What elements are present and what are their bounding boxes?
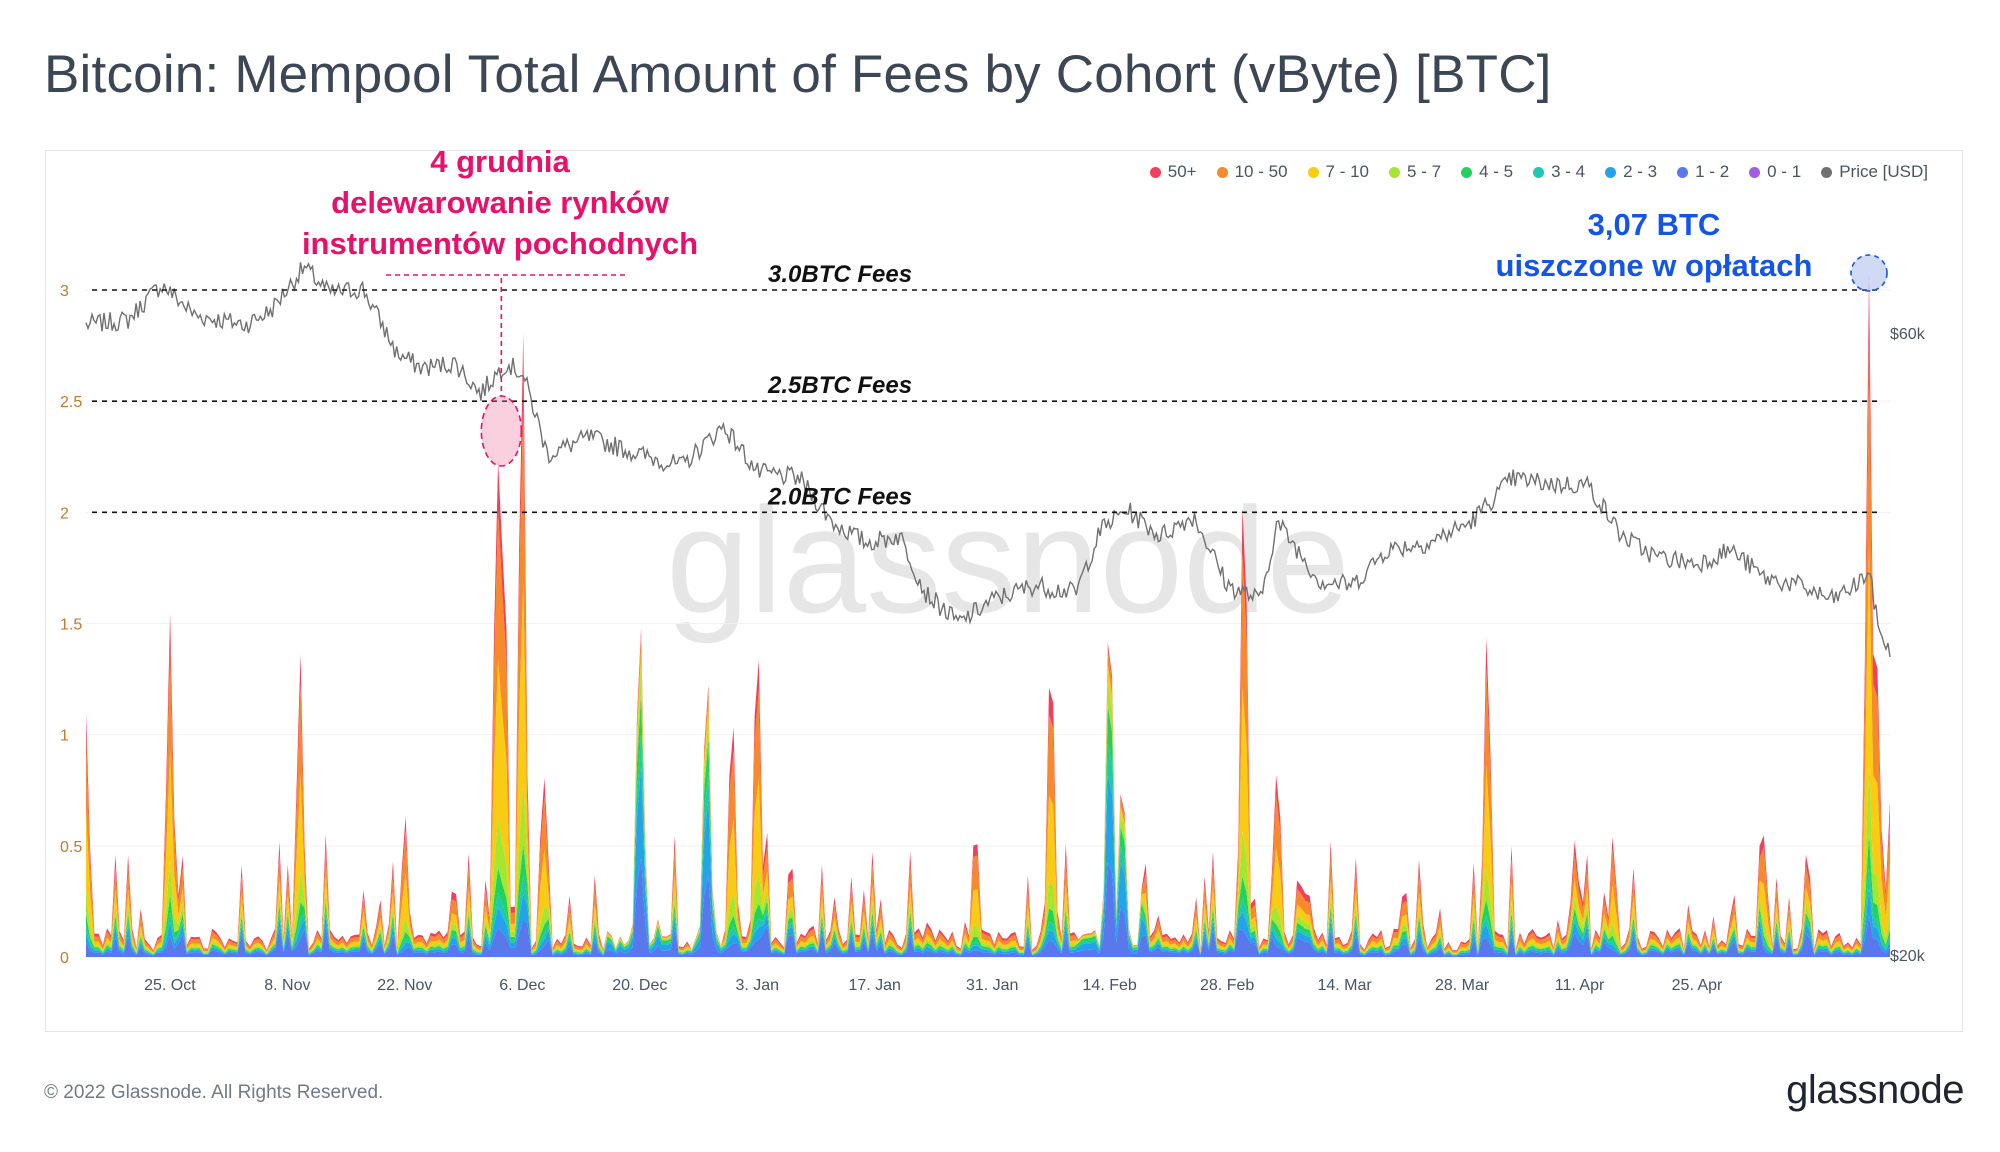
legend-dot-icon: [1605, 166, 1617, 178]
legend-dot-icon: [1749, 166, 1761, 178]
x-tick-label: 11. Apr: [1555, 977, 1605, 994]
legend-dot-icon: [1389, 166, 1401, 178]
annotations: 4 grudnia delewarowanie rynków instrumentó…: [302, 144, 1888, 467]
legend-label: 3 - 4: [1551, 162, 1586, 181]
legend-dot-icon: [1307, 166, 1319, 178]
chart-frame: [45, 150, 1963, 1032]
annotation-right-text: uiszczone w opłatach: [1496, 248, 1813, 283]
legend-dot-icon: [1533, 166, 1545, 178]
area-cohort-10-50: [86, 342, 1890, 953]
reference-line-label: 2.5BTC Fees: [767, 372, 912, 399]
x-tick-label: 25. Oct: [144, 977, 196, 994]
x-tick-label: 31. Jan: [966, 977, 1018, 994]
legend-dot-icon: [1461, 166, 1473, 178]
legend-item-2-3[interactable]: 2 - 3: [1605, 162, 1657, 182]
x-tick-label: 17. Jan: [848, 977, 900, 994]
legend-label: 7 - 10: [1325, 162, 1370, 181]
legend-item-3-4[interactable]: 3 - 4: [1533, 162, 1585, 182]
legend-dot-icon: [1216, 166, 1228, 178]
glassnode-logo[interactable]: glassnode: [1786, 1068, 1964, 1112]
legend-item-10-50[interactable]: 10 - 50: [1216, 162, 1288, 182]
annotation-left-text: 4 grudnia: [430, 144, 570, 179]
legend-item-7-10[interactable]: 7 - 10: [1307, 162, 1370, 182]
legend-label: Price [USD]: [1839, 162, 1928, 181]
area-cohort-3-4: [86, 733, 1890, 956]
legend-item-0-1[interactable]: 0 - 1: [1749, 162, 1801, 182]
annotation-left-text: delewarowanie rynków: [331, 185, 670, 220]
legend-item-price[interactable]: Price [USD]: [1821, 162, 1928, 182]
x-tick-label: 8. Nov: [264, 977, 310, 994]
watermark: glassnode: [666, 476, 1350, 644]
area-cohort-4-5: [86, 693, 1890, 955]
annotation-left-highlight: [480, 395, 523, 467]
y-tick-label: 0.5: [60, 839, 82, 856]
legend-label: 10 - 50: [1234, 162, 1288, 181]
legend-label: 0 - 1: [1767, 162, 1802, 181]
annotation-right-text: 3,07 BTC: [1588, 207, 1721, 242]
y-tick-label: 3: [60, 283, 69, 300]
legend-item-1-2[interactable]: 1 - 2: [1677, 162, 1729, 182]
y-tick-label: 0: [60, 950, 69, 967]
x-tick-label: 14. Mar: [1317, 977, 1372, 994]
reference-line-label: 2.0BTC Fees: [767, 483, 912, 510]
legend-label: 4 - 5: [1479, 162, 1514, 181]
legend-label: 2 - 3: [1623, 162, 1658, 181]
x-tick-label: 14. Feb: [1083, 977, 1137, 994]
x-tick-label: 28. Mar: [1435, 977, 1490, 994]
x-tick-label: 28. Feb: [1200, 977, 1254, 994]
x-tick-label: 20. Dec: [612, 977, 667, 994]
y-right-tick-label: $60k: [1890, 326, 1926, 343]
price-series-line: [85, 262, 1891, 658]
axes: 0 0.5 1 1.5 2 2.5 3 $60k $20k 25. Oct 8. Nov 22. No…: [60, 283, 1926, 994]
legend-label: 5 - 7: [1407, 162, 1442, 181]
y-right-tick-label: $20k: [1890, 948, 1926, 965]
reference-line-label: 3.0BTC Fees: [768, 261, 912, 288]
legend-dot-icon: [1149, 166, 1161, 178]
legend-item-4-5[interactable]: 4 - 5: [1461, 162, 1513, 182]
annotation-left-text: instrumentów pochodnych: [302, 226, 698, 261]
x-tick-label: 25. Apr: [1672, 977, 1723, 994]
grid-lines: [86, 289, 1890, 958]
legend-label: 50+: [1167, 162, 1197, 181]
y-tick-label: 1: [60, 728, 69, 745]
annotation-right-highlight: [1850, 254, 1888, 292]
legend-dot-icon: [1821, 166, 1833, 178]
price-line: [85, 262, 1891, 658]
legend-label: 1 - 2: [1695, 162, 1730, 181]
area-cohort-5-7: [86, 667, 1890, 955]
x-tick-label: 3. Jan: [735, 977, 779, 994]
y-tick-label: 2: [60, 505, 69, 522]
y-tick-label: 2.5: [60, 394, 82, 411]
footer-copyright: © 2022 Glassnode. All Rights Reserved.: [44, 1082, 384, 1103]
legend-dot-icon: [1677, 166, 1689, 178]
legend-item-5-7[interactable]: 5 - 7: [1389, 162, 1441, 182]
legend-item-50plus[interactable]: 50+: [1149, 162, 1197, 182]
x-tick-label: 6. Dec: [499, 977, 545, 994]
page-title: Bitcoin: Mempool Total Amount of Fees by…: [44, 45, 1552, 104]
reference-lines: 3.0BTC Fees 2.5BTC Fees 2.0BTC Fees: [92, 261, 1880, 514]
x-tick-label: 22. Nov: [377, 977, 432, 994]
y-tick-label: 1.5: [60, 617, 82, 634]
chart-legend: 50+ 10 - 50 7 - 10 5 - 7 4 - 5 3 - 4 2 -…: [1149, 162, 1928, 182]
watermark-text: glassnode: [666, 476, 1350, 644]
